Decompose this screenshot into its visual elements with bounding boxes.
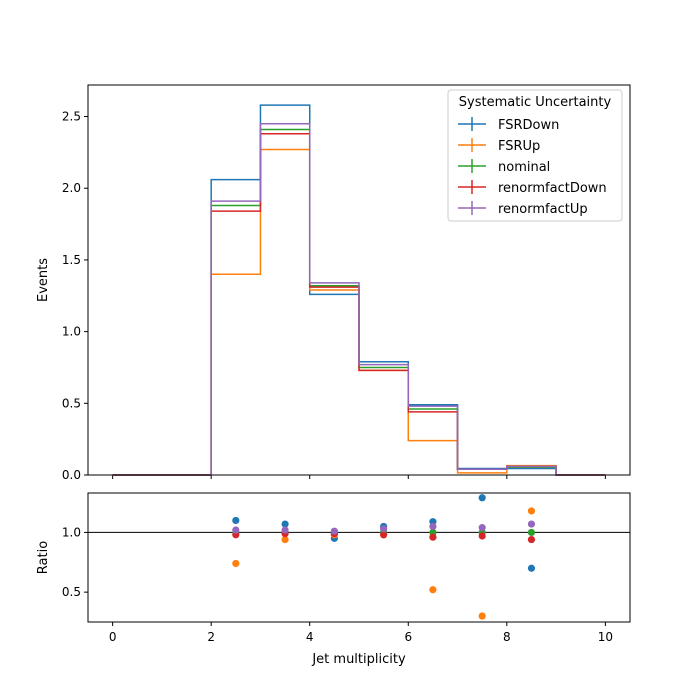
ratio-point-renormfactDown — [527, 535, 536, 544]
legend-box — [447, 89, 623, 222]
ratio-point-renormfactUp — [281, 526, 289, 534]
x-tick-label: 6 — [404, 630, 412, 644]
x-tick-label: 10 — [598, 630, 613, 644]
ratio-point-renormfactUp — [330, 527, 338, 535]
x-tick-label: 2 — [207, 630, 215, 644]
ratio-point-renormfactUp — [478, 524, 486, 532]
ratio-point-FSRUp — [429, 586, 437, 594]
legend-label-FSRUp: FSRUp — [498, 139, 540, 154]
ratio-point-nominal — [527, 528, 536, 537]
ratio-point-renormfactDown — [429, 533, 437, 541]
legend-label-FSRDown: FSRDown — [498, 118, 559, 133]
main-y-tick-label: 0.5 — [62, 396, 81, 410]
ratio-point-FSRDown — [527, 564, 536, 572]
x-tick-label: 8 — [503, 630, 511, 644]
legend-title: Systematic Uncertainty — [459, 95, 612, 110]
ratio-point-FSRDown — [478, 494, 486, 502]
ratio-point-FSRUp — [478, 612, 486, 620]
ratio-y-axis-label: Ratio — [36, 541, 51, 574]
main-y-tick-label: 2.0 — [62, 181, 81, 195]
ratio-point-renormfactUp — [429, 522, 437, 531]
x-tick-label: 4 — [306, 630, 314, 644]
x-axis-label: Jet multiplicity — [311, 652, 406, 667]
main-plot-frame — [87, 84, 631, 476]
main-y-axis-label: Events — [36, 258, 51, 302]
ratio-point-FSRUp — [232, 559, 240, 568]
ratio-y-tick-label: 1.0 — [62, 525, 81, 539]
ratio-point-FSRUp — [527, 507, 536, 515]
main-y-tick-label: 1.0 — [62, 325, 81, 339]
ratio-plot-frame — [87, 492, 631, 623]
legend-label-renormfactDown: renormfactDown — [498, 181, 607, 196]
histogram-renormfactUp — [112, 122, 606, 476]
ratio-point-renormfactUp — [232, 526, 240, 534]
main-y-tick-label: 0.0 — [62, 468, 81, 482]
ratio-point-renormfactUp — [380, 525, 388, 533]
ratio-point-renormfactDown — [380, 531, 388, 539]
ratio-point-renormfactDown — [478, 532, 486, 540]
x-tick-label: 0 — [109, 630, 117, 644]
ratio-y-tick-label: 0.5 — [62, 585, 81, 599]
ratio-point-FSRDown — [281, 520, 289, 528]
legend-label-renormfactUp: renormfactUp — [498, 202, 588, 217]
ratio-point-FSRUp — [281, 535, 289, 544]
ratio-point-renormfactUp — [527, 520, 536, 528]
main-y-tick-label: 1.5 — [62, 253, 81, 267]
main-y-tick-label: 2.5 — [62, 110, 81, 124]
legend-label-nominal: nominal — [498, 160, 550, 175]
ratio-point-FSRDown — [232, 516, 240, 525]
